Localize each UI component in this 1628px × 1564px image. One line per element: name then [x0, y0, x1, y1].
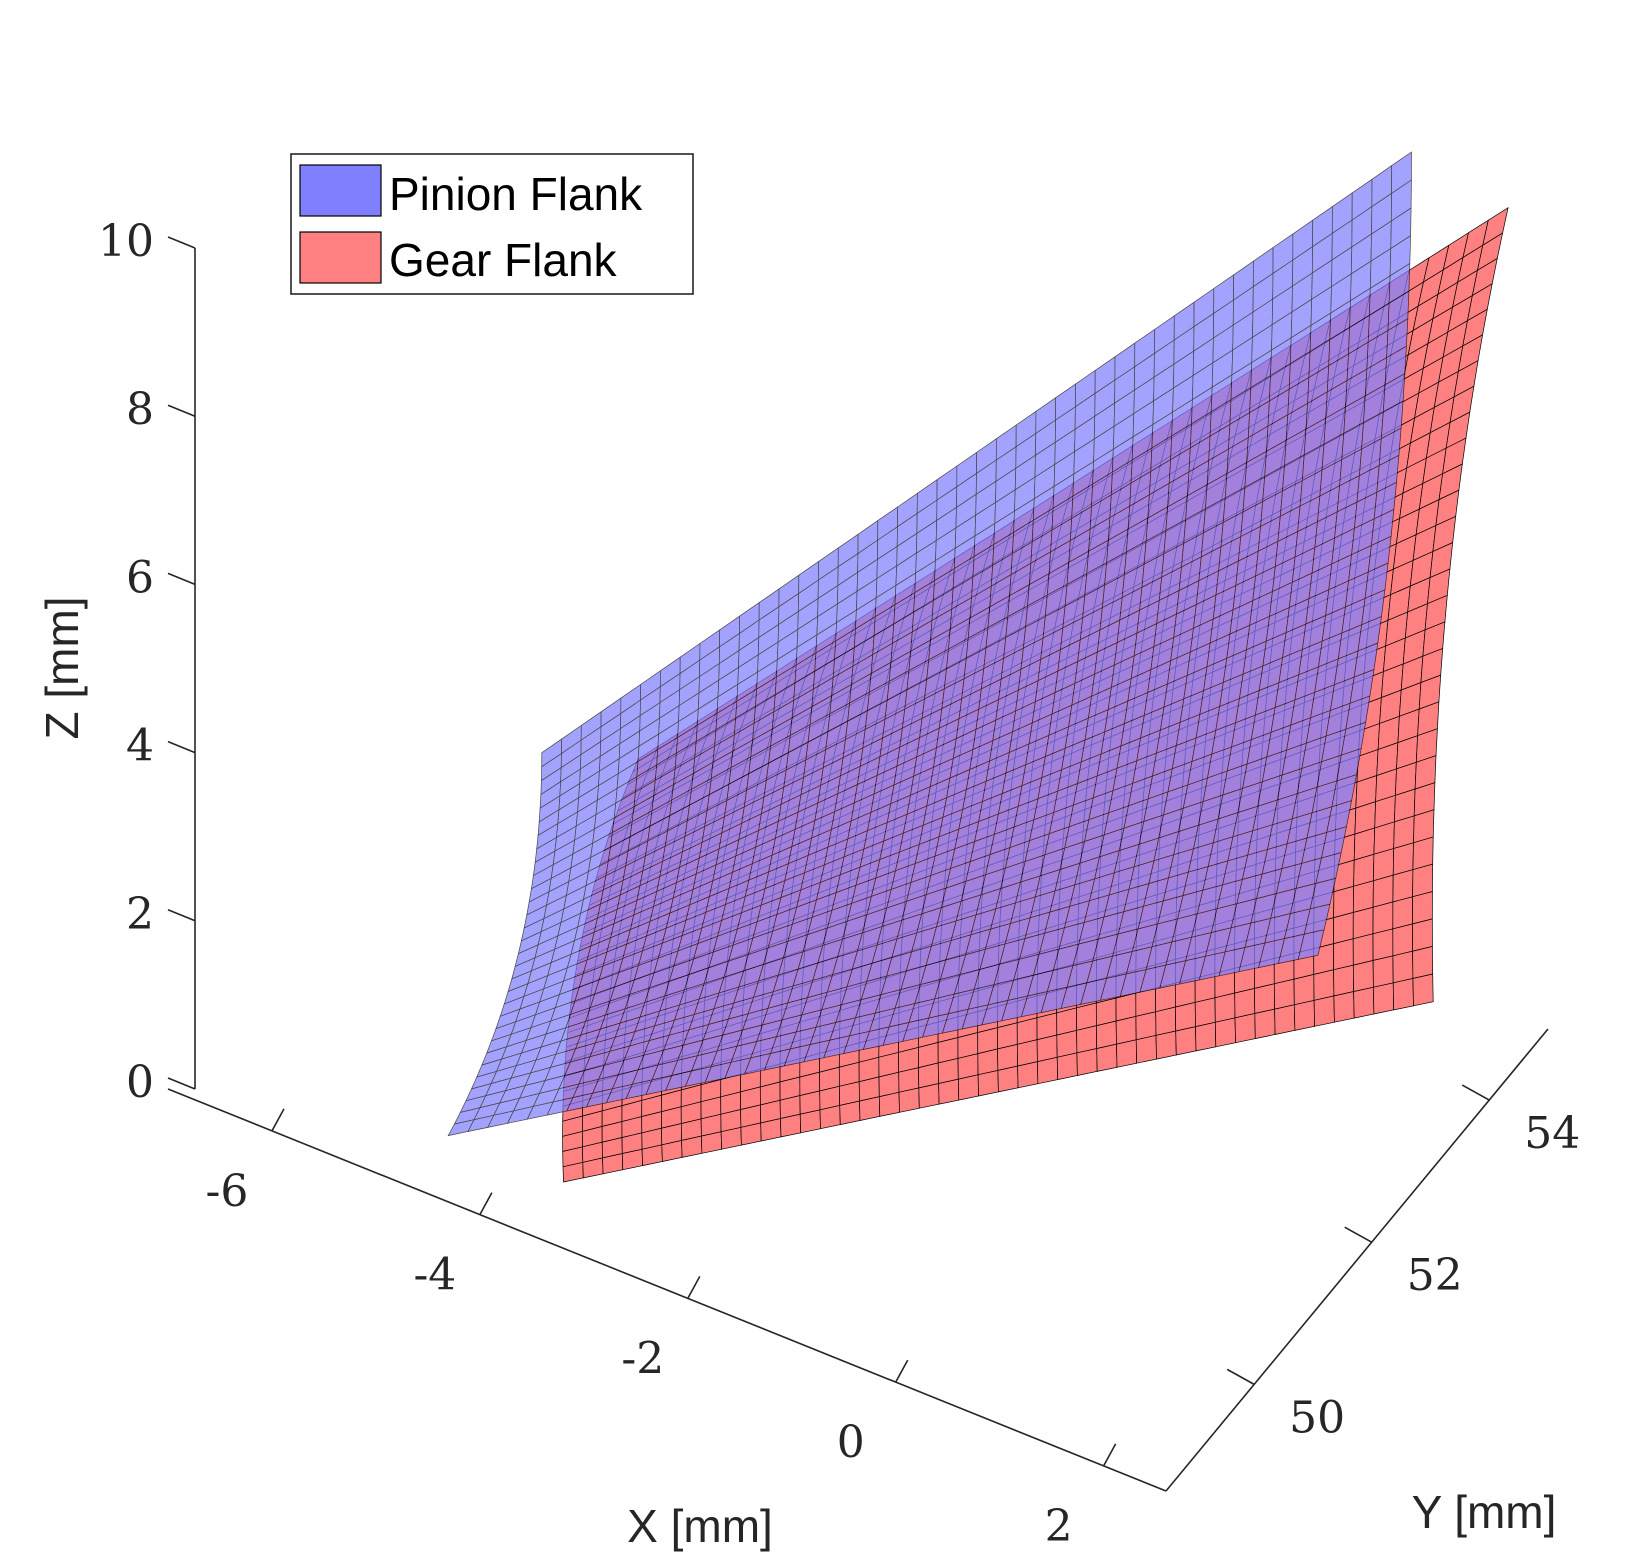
- gear-surface-patch: [1214, 1017, 1236, 1048]
- gear-surface-patch: [1353, 986, 1375, 1019]
- legend-label-gear: Gear Flank: [389, 234, 618, 286]
- x-axis-line: [167, 1088, 1167, 1492]
- x-axis-label: X [mm]: [627, 1500, 773, 1552]
- x-tick-label: 2: [1045, 1501, 1073, 1552]
- gear-surface-patch: [1274, 1004, 1296, 1035]
- z-tick-mark: [167, 1077, 196, 1090]
- z-tick-label: 10: [98, 216, 154, 267]
- y-tick-mark: [1461, 1084, 1490, 1101]
- z-axis-label: Z [mm]: [36, 596, 88, 739]
- z-tick-label: 4: [126, 721, 154, 772]
- x-tick-mark: [1102, 1443, 1117, 1467]
- x-tick-mark: [271, 1108, 285, 1132]
- gear-surface-patch: [1195, 1021, 1217, 1052]
- gear-surface-patch: [1333, 938, 1354, 971]
- gear-surface-patch: [1373, 982, 1395, 1015]
- gear-surface-patch: [1214, 992, 1236, 1023]
- gear-surface-patch: [1293, 973, 1315, 1006]
- legend: Pinion Flank Gear Flank: [290, 153, 694, 295]
- z-tick-mark: [167, 909, 196, 922]
- gear-surface-patch: [1372, 928, 1394, 961]
- surfaces-group: [447, 151, 1509, 1183]
- gear-surface-patch: [1254, 1008, 1276, 1040]
- gear-surface-patch: [1293, 999, 1315, 1031]
- z-tick-mark: [167, 572, 196, 586]
- legend-swatch-pinion: [299, 164, 382, 217]
- x-tick-label: -2: [621, 1333, 664, 1384]
- gear-surface-patch: [1392, 950, 1414, 984]
- z-tick-label: 2: [126, 889, 154, 940]
- legend-swatch-gear: [299, 231, 382, 284]
- x-tick-mark: [687, 1275, 701, 1299]
- gear-surface-patch: [1313, 995, 1335, 1027]
- gear-surface-patch: [1392, 977, 1414, 1011]
- gear-surface-patch: [1313, 969, 1335, 1001]
- gear-surface-patch: [1412, 891, 1433, 925]
- y-tick-label: 54: [1524, 1108, 1580, 1159]
- pinion-surface-patch: [1391, 151, 1412, 194]
- gear-surface-patch: [1352, 959, 1374, 992]
- gear-surface-patch: [1194, 997, 1216, 1028]
- y-tick-mark: [1344, 1226, 1373, 1243]
- gear-surface-patch: [1254, 983, 1275, 1014]
- y-axis-line: [1165, 1028, 1549, 1492]
- gear-surface-patch: [1412, 945, 1434, 979]
- gear-surface-patch: [1412, 918, 1433, 952]
- axes-group: [167, 248, 1549, 1492]
- y-tick-label: 52: [1407, 1250, 1463, 1301]
- z-tick-label: 0: [126, 1057, 154, 1108]
- x-tick-label: -4: [413, 1250, 456, 1301]
- x-tick-label: -6: [206, 1166, 249, 1217]
- y-tick-mark: [1226, 1368, 1255, 1386]
- z-tick-mark: [167, 740, 196, 754]
- gear-surface-patch: [1392, 896, 1413, 930]
- legend-label-pinion: Pinion Flank: [389, 168, 643, 220]
- gear-surface-patch: [1333, 991, 1355, 1023]
- pinion-flank-surface: [447, 151, 1412, 1137]
- gear-surface-patch: [1273, 978, 1295, 1010]
- gear-surface-patch: [1135, 1034, 1157, 1064]
- gear-surface-patch: [1372, 955, 1394, 988]
- gear-surface-patch: [1096, 1043, 1118, 1072]
- gear-surface-patch: [1482, 206, 1509, 246]
- gear-surface-patch: [1333, 964, 1354, 997]
- gear-surface-patch: [1234, 987, 1256, 1019]
- gear-surface-patch: [1234, 1012, 1256, 1044]
- x-tick-mark: [479, 1192, 493, 1216]
- gear-surface-patch: [1175, 1026, 1197, 1056]
- z-tick-mark: [167, 236, 196, 249]
- gear-surface-patch: [1352, 933, 1374, 966]
- gear-surface-patch: [1392, 923, 1413, 957]
- y-axis-label: Y [mm]: [1412, 1486, 1557, 1538]
- gear-surface-patch: [1076, 1048, 1098, 1076]
- gear-surface-patch: [1116, 1039, 1138, 1068]
- z-tick-label: 8: [126, 384, 154, 435]
- z-tick-label: 6: [126, 552, 154, 603]
- y-tick-label: 50: [1289, 1392, 1345, 1443]
- gear-surface-patch: [1155, 1030, 1177, 1060]
- x-tick-label: 0: [837, 1417, 865, 1468]
- gear-surface-patch: [1412, 973, 1434, 1007]
- x-tick-mark: [895, 1359, 909, 1383]
- ticks-group: 0 2 4 6 8 10 -6 -4 -2 0 2 50 52 54: [98, 216, 1580, 1552]
- z-tick-mark: [167, 404, 196, 417]
